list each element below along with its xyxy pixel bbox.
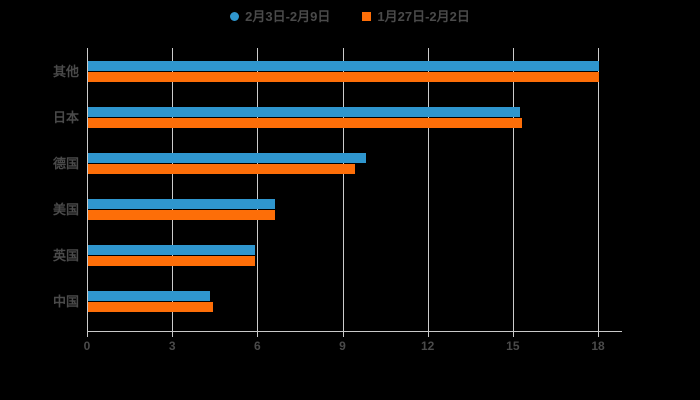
gridline-9 [342, 48, 344, 331]
bar-series1-cat2 [88, 164, 355, 174]
gridline-6 [257, 48, 259, 331]
gridline-3 [172, 48, 174, 331]
legend: 2月3日-2月9日 1月27日-2月2日 [0, 5, 700, 27]
bar-series0-cat3 [88, 199, 276, 209]
bar-series1-cat3 [88, 210, 276, 220]
legend-item-jan27-feb2[interactable]: 1月27日-2月2日 [362, 8, 470, 24]
category-label-4: 英国 [52, 248, 79, 263]
x-axis-tick-label-18: 18 [591, 339, 605, 353]
legend-item-feb3-feb9[interactable]: 2月3日-2月9日 [230, 10, 330, 23]
gridline-18 [598, 48, 599, 331]
bar-series0-cat4 [88, 245, 256, 255]
bar-series1-cat4 [88, 256, 256, 266]
x-axis-tick-18 [598, 331, 599, 337]
category-label-5: 中国 [52, 294, 79, 309]
bar-series0-cat5 [88, 291, 211, 301]
category-label-0: 其他 [52, 64, 79, 79]
category-label-3: 美国 [52, 202, 79, 217]
gridline-12 [427, 48, 429, 331]
x-axis-tick-label-9: 9 [339, 339, 346, 353]
bar-series0-cat0 [88, 61, 599, 71]
x-axis-tick-15 [512, 331, 514, 337]
x-axis-tick-6 [257, 331, 259, 337]
gridline-15 [512, 48, 514, 331]
legend-label: 1月27日-2月2日 [377, 8, 470, 24]
bar-series0-cat1 [88, 107, 520, 117]
category-label-1: 日本 [52, 110, 79, 125]
x-axis-tick-3 [172, 331, 174, 337]
gridline-0 [87, 48, 88, 331]
x-axis-line [87, 331, 622, 332]
bar-series0-cat2 [88, 153, 367, 163]
legend-square-marker-icon [362, 11, 372, 21]
legend-label: 2月3日-2月9日 [245, 8, 331, 24]
bar-series1-cat5 [88, 302, 213, 312]
x-axis-tick-label-6: 6 [253, 339, 261, 353]
x-axis-tick-label-15: 15 [506, 339, 520, 353]
x-axis-tick-label-0: 0 [83, 339, 91, 353]
category-label-2: 德国 [52, 156, 79, 171]
x-axis-tick-9 [342, 331, 344, 337]
bar-series1-cat0 [88, 72, 599, 82]
legend-circle-marker-icon [230, 11, 240, 21]
x-axis-tick-12 [427, 331, 429, 337]
x-axis-tick-label-12: 12 [420, 339, 435, 353]
x-axis-tick-0 [87, 331, 88, 337]
bar-series1-cat1 [88, 118, 523, 128]
x-axis-tick-label-3: 3 [168, 339, 176, 353]
